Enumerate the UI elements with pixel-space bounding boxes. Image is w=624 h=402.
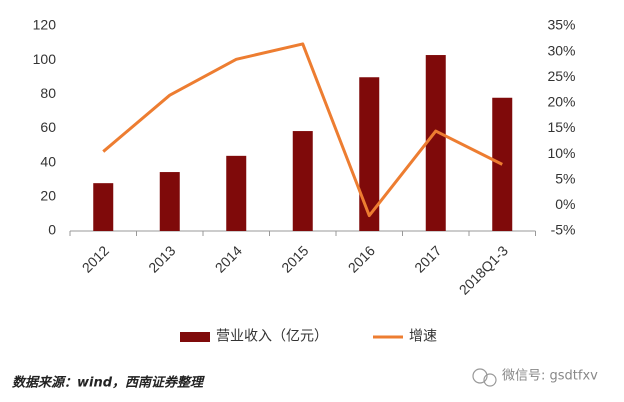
- x-tick-label: 2017: [411, 242, 444, 275]
- y-tick-label: 0: [48, 222, 56, 238]
- bar: [292, 131, 313, 231]
- y2-tick-label: 15%: [547, 119, 575, 135]
- y2-tick-label: 10%: [547, 145, 575, 161]
- y-tick-label: 20: [40, 188, 56, 204]
- y2-tick-label: 5%: [555, 170, 575, 186]
- bar: [359, 77, 380, 231]
- source-note: 数据来源：wind，西南证券整理: [12, 375, 205, 391]
- y-tick-label: 80: [40, 85, 56, 101]
- y-tick-label: 40: [40, 153, 56, 169]
- x-tick-label: 2018Q1-3: [456, 242, 511, 297]
- bar: [226, 155, 247, 231]
- bar: [93, 183, 114, 231]
- y2-tick-label: 25%: [547, 68, 575, 84]
- line: [102, 42, 503, 218]
- x-tick-label: 2012: [79, 242, 112, 275]
- legend-swatch: [180, 332, 210, 342]
- y2-tick-label: 20%: [547, 94, 575, 110]
- watermark-icon: [472, 368, 497, 387]
- watermark: 微信号: gsdtfxv: [502, 369, 598, 384]
- x-tick-label: 2014: [212, 242, 245, 275]
- y2-tick-label: 35%: [547, 17, 575, 33]
- y2-tick-label: -5%: [551, 222, 576, 238]
- y2-tick-label: 0%: [555, 196, 575, 212]
- x-tick-label: 2016: [345, 242, 378, 275]
- x-tick-label: 2013: [145, 242, 178, 275]
- legend-label: 营业收入（亿元）: [216, 328, 328, 344]
- bar: [425, 55, 446, 231]
- x-tick-label: 2015: [278, 242, 311, 275]
- y-tick-label: 60: [40, 119, 56, 135]
- bar: [159, 172, 180, 231]
- y-tick-label: 100: [33, 51, 57, 67]
- legend-label: 增速: [409, 328, 437, 344]
- y2-tick-label: 30%: [547, 42, 575, 58]
- y-tick-label: 120: [33, 17, 57, 33]
